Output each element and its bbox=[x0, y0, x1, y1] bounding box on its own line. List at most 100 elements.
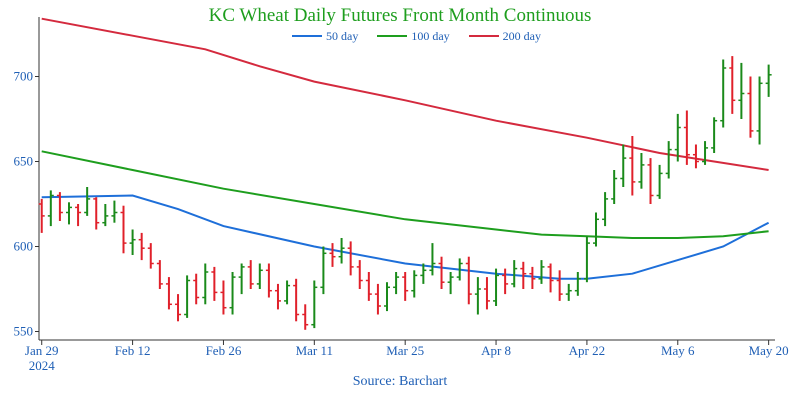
ohlc-bar bbox=[465, 256, 472, 305]
ohlc-bar bbox=[711, 117, 718, 153]
legend-item-200-day: 200 day bbox=[468, 29, 541, 44]
x-tick-label: May 6 bbox=[661, 343, 695, 358]
ohlc-bar bbox=[702, 141, 709, 165]
ohlc-bar bbox=[520, 261, 527, 289]
ohlc-bar bbox=[620, 144, 627, 187]
ohlc-bar bbox=[602, 192, 609, 227]
ohlc-bar bbox=[184, 275, 191, 318]
legend-label-200-day: 200 day bbox=[502, 29, 541, 43]
x-tick-label: Mar 11 bbox=[296, 343, 333, 358]
ohlc-bar bbox=[556, 270, 563, 301]
ohlc-bar bbox=[165, 277, 172, 310]
ohlc-bar bbox=[84, 187, 91, 216]
ohlc-bar bbox=[756, 76, 763, 145]
x-tick-sublabel: 2024 bbox=[29, 358, 56, 373]
x-tick-label: Apr 8 bbox=[481, 343, 511, 358]
ohlc-bar bbox=[156, 260, 163, 289]
series-line-200-day bbox=[41, 17, 769, 171]
ohlc-bar bbox=[338, 238, 345, 264]
ohlc-bar bbox=[565, 283, 572, 301]
ohlc-bar bbox=[93, 197, 100, 230]
ohlc-bar bbox=[402, 272, 409, 301]
ohlc-bar bbox=[38, 198, 45, 233]
ohlc-bar bbox=[374, 283, 381, 315]
ohlc-bar bbox=[511, 260, 518, 288]
x-tick-label: Apr 22 bbox=[569, 343, 605, 358]
ohlc-bar bbox=[429, 243, 436, 276]
ohlc-bar bbox=[474, 277, 481, 315]
x-tick-label: Feb 12 bbox=[115, 343, 151, 358]
ohlc-bar bbox=[56, 192, 63, 221]
x-tick-label: Jan 29 bbox=[25, 343, 59, 358]
ohlc-bar bbox=[384, 282, 391, 312]
ohlc-bar bbox=[284, 280, 291, 305]
ohlc-bar bbox=[75, 204, 82, 227]
ohlc-bar bbox=[765, 64, 772, 97]
ohlc-bar bbox=[274, 283, 281, 310]
source-note: Source: Barchart bbox=[352, 374, 448, 389]
ohlc-bar bbox=[211, 266, 218, 301]
ohlc-bar bbox=[138, 232, 145, 261]
ohlc-bar bbox=[447, 272, 454, 295]
ohlc-bar bbox=[538, 260, 545, 284]
legend-label-50-day: 50 day bbox=[326, 29, 359, 43]
ohlc-bar bbox=[247, 260, 254, 289]
ohlc-bar bbox=[629, 136, 636, 196]
y-tick-label: 700 bbox=[14, 69, 34, 84]
ohlc-bar bbox=[747, 76, 754, 138]
ohlc-bar bbox=[574, 272, 581, 296]
ohlc-bar bbox=[456, 258, 463, 281]
ohlc-bar bbox=[120, 205, 127, 254]
y-tick-label: 600 bbox=[14, 239, 34, 254]
ohlc-bar bbox=[65, 202, 72, 225]
x-tick-label: Feb 26 bbox=[206, 343, 242, 358]
y-tick-label: 650 bbox=[14, 154, 34, 169]
legend-item-100-day: 100 day bbox=[377, 29, 450, 44]
ohlc-bar bbox=[102, 204, 109, 227]
ohlc-bar bbox=[147, 243, 154, 269]
series-line-100-day bbox=[41, 150, 769, 239]
legend-swatch-200-day bbox=[468, 35, 499, 38]
ohlc-bar bbox=[611, 170, 618, 204]
ohlc-bar bbox=[193, 273, 200, 305]
ohlc-bar bbox=[592, 212, 599, 247]
ohlc-bar bbox=[720, 59, 727, 128]
x-tick-label: May 20 bbox=[749, 343, 789, 358]
ohlc-bar bbox=[47, 190, 54, 227]
ohlc-bar bbox=[320, 246, 327, 295]
ohlc-bar bbox=[420, 263, 427, 284]
ohlc-bar bbox=[347, 241, 354, 276]
legend-label-100-day: 100 day bbox=[411, 29, 450, 43]
ohlc-bar bbox=[483, 277, 490, 310]
legend-swatch-50-day bbox=[292, 35, 322, 38]
ohlc-bar bbox=[683, 110, 690, 165]
ohlc-bar bbox=[547, 263, 554, 293]
ohlc-bar bbox=[411, 270, 418, 298]
ohlc-bar bbox=[656, 164, 663, 199]
ohlc-bar bbox=[365, 272, 372, 301]
legend: 50 day 100 day 200 day bbox=[292, 29, 557, 44]
ohlc-bar bbox=[220, 280, 227, 315]
ohlc-bar bbox=[529, 266, 536, 289]
ohlc-bar bbox=[129, 229, 136, 255]
ohlc-bar bbox=[692, 144, 699, 169]
legend-swatch-100-day bbox=[377, 35, 408, 38]
ohlc-bar bbox=[502, 268, 509, 295]
ohlc-bar bbox=[111, 200, 118, 223]
ohlc-bar bbox=[311, 280, 318, 329]
ohlc-bar bbox=[638, 153, 645, 189]
ohlc-bar bbox=[393, 272, 400, 295]
x-tick-label: Mar 25 bbox=[386, 343, 424, 358]
ohlc-bar bbox=[175, 294, 182, 322]
ohlc-bar bbox=[302, 304, 309, 330]
ohlc-bar bbox=[674, 113, 681, 162]
ohlc-bar bbox=[493, 268, 500, 306]
ohlc-bar bbox=[229, 272, 236, 315]
ohlc-bar bbox=[293, 278, 300, 322]
y-tick-label: 550 bbox=[14, 324, 34, 339]
ohlc-bar bbox=[202, 263, 209, 305]
chart-title: KC Wheat Daily Futures Front Month Conti… bbox=[208, 5, 592, 26]
ohlc-bar bbox=[265, 263, 272, 298]
